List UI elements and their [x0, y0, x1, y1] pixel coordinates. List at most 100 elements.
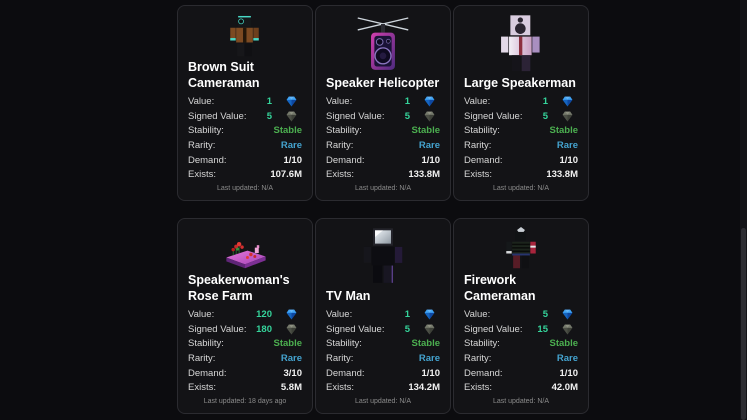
rarity-label: Rarity:	[326, 353, 354, 365]
demand-value: 1/10	[559, 367, 579, 379]
stability-label: Stability:	[188, 125, 224, 137]
stat-row-signed-value: Signed Value: 5	[464, 109, 578, 124]
item-stats: Value: 1 Signed Value: 5 Stability: Stable …	[464, 94, 578, 182]
value-amount: 120	[256, 309, 272, 321]
item-card-tv-man[interactable]: TV Man Value: 1 Signed Value: 5 Stability:…	[315, 218, 451, 414]
stability-label: Stability:	[464, 125, 500, 137]
rarity-label: Rarity:	[188, 140, 216, 152]
stability-label: Stability:	[188, 338, 224, 350]
value-label: Value:	[188, 96, 215, 108]
stat-row-value: Value: 1	[326, 307, 440, 322]
signed-value-label: Signed Value:	[326, 110, 385, 122]
brown-suit-cameraman-image	[188, 14, 302, 58]
scrollbar-track[interactable]	[740, 0, 747, 420]
stat-row-rarity: Rarity: Rare	[188, 138, 302, 153]
gem-gray-icon	[410, 110, 440, 123]
stability-label: Stability:	[326, 338, 362, 350]
signed-value-label: Signed Value:	[464, 323, 523, 335]
value-label: Value:	[188, 309, 215, 321]
item-card-large-speakerman[interactable]: Large Speakerman Value: 1 Signed Value: 5 …	[453, 5, 589, 201]
rarity-value: Rare	[556, 353, 578, 365]
stat-row-value: Value: 5	[464, 307, 578, 322]
stat-row-value: Value: 1	[188, 94, 302, 109]
exists-value: 134.2M	[408, 382, 440, 394]
demand-label: Demand:	[188, 154, 227, 166]
stat-row-stability: Stability: Stable	[326, 337, 440, 352]
signed-value-amount: 5	[404, 323, 410, 335]
exists-value: 5.8M	[280, 382, 302, 394]
rarity-label: Rarity:	[464, 353, 492, 365]
exists-label: Exists:	[188, 382, 216, 394]
rarity-value: Rare	[418, 353, 440, 365]
gem-blue-icon	[410, 95, 440, 108]
item-card-rose-farm[interactable]: Speakerwoman's Rose Farm Value: 120 Signe…	[177, 218, 313, 414]
item-title: Firework Cameraman	[464, 273, 536, 303]
demand-value: 3/10	[283, 367, 303, 379]
scrollbar-thumb[interactable]	[741, 228, 746, 420]
gem-blue-icon	[272, 308, 302, 321]
rarity-value: Rare	[280, 353, 302, 365]
demand-label: Demand:	[326, 154, 365, 166]
stat-row-exists: Exists: 42.0M	[464, 380, 578, 395]
gem-gray-icon	[548, 110, 578, 123]
exists-value: 133.8M	[408, 169, 440, 181]
rarity-value: Rare	[418, 140, 440, 152]
stability-value: Stable	[273, 125, 302, 137]
demand-value: 1/10	[421, 367, 441, 379]
stat-row-value: Value: 120	[188, 307, 302, 322]
stability-value: Stable	[549, 125, 578, 137]
last-updated: Last updated: N/A	[216, 185, 274, 192]
value-amount: 5	[542, 309, 548, 321]
rarity-label: Rarity:	[464, 140, 492, 152]
rarity-label: Rarity:	[188, 353, 216, 365]
signed-value-amount: 5	[542, 110, 548, 122]
item-title: Brown Suit Cameraman	[188, 60, 260, 90]
exists-label: Exists:	[464, 169, 492, 181]
value-label: Value:	[464, 96, 491, 108]
demand-value: 1/10	[421, 154, 441, 166]
stat-row-demand: Demand: 1/10	[464, 153, 578, 168]
signed-value-amount: 15	[537, 323, 548, 335]
stat-row-stability: Stability: Stable	[464, 337, 578, 352]
stability-value: Stable	[549, 338, 578, 350]
exists-label: Exists:	[464, 382, 492, 394]
stat-row-demand: Demand: 1/10	[326, 366, 440, 381]
item-card-speaker-helicopter[interactable]: Speaker Helicopter Value: 1 Signed Value:…	[315, 5, 451, 201]
stat-row-exists: Exists: 134.2M	[326, 380, 440, 395]
signed-value-amount: 5	[266, 110, 272, 122]
stat-row-demand: Demand: 3/10	[188, 366, 302, 381]
item-card-firework-cameraman[interactable]: Firework Cameraman Value: 5 Signed Value:…	[453, 218, 589, 414]
stability-value: Stable	[411, 125, 440, 137]
stability-label: Stability:	[326, 125, 362, 137]
signed-value-label: Signed Value:	[188, 110, 247, 122]
last-updated: Last updated: N/A	[354, 185, 412, 192]
signed-value-label: Signed Value:	[326, 323, 385, 335]
stat-row-stability: Stability: Stable	[188, 337, 302, 352]
speaker-helicopter-image	[326, 14, 440, 74]
firework-cameraman-image	[464, 227, 578, 271]
item-stats: Value: 1 Signed Value: 5 Stability: Stable …	[188, 94, 302, 182]
value-amount: 1	[542, 96, 548, 108]
stat-row-rarity: Rarity: Rare	[326, 351, 440, 366]
stat-row-signed-value: Signed Value: 5	[188, 109, 302, 124]
gem-blue-icon	[410, 308, 440, 321]
item-card-brown-suit-cameraman[interactable]: Brown Suit Cameraman Value: 1 Signed Valu…	[177, 5, 313, 201]
stat-row-rarity: Rarity: Rare	[326, 138, 440, 153]
stat-row-signed-value: Signed Value: 5	[326, 109, 440, 124]
stability-label: Stability:	[464, 338, 500, 350]
value-amount: 1	[404, 309, 410, 321]
rarity-label: Rarity:	[326, 140, 354, 152]
stat-row-signed-value: Signed Value: 5	[326, 322, 440, 337]
gem-gray-icon	[272, 110, 302, 123]
stat-row-stability: Stability: Stable	[464, 124, 578, 139]
stability-value: Stable	[411, 338, 440, 350]
stat-row-signed-value: Signed Value: 180	[188, 322, 302, 337]
stat-row-stability: Stability: Stable	[326, 124, 440, 139]
gem-blue-icon	[548, 308, 578, 321]
gem-gray-icon	[410, 323, 440, 336]
value-amount: 1	[266, 96, 272, 108]
signed-value-amount: 5	[404, 110, 410, 122]
rarity-value: Rare	[280, 140, 302, 152]
signed-value-label: Signed Value:	[188, 323, 247, 335]
stability-value: Stable	[273, 338, 302, 350]
